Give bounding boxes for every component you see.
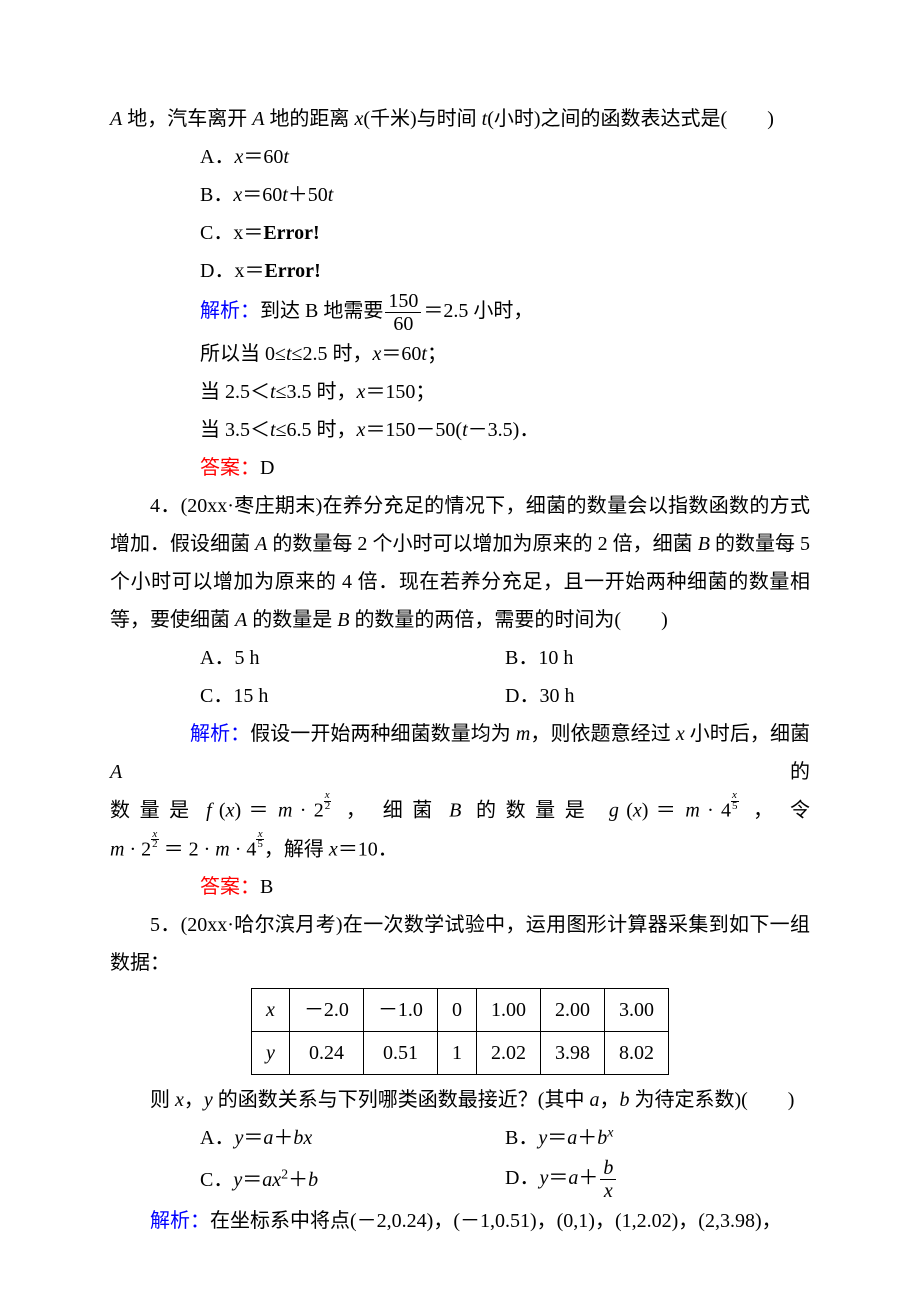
- q5-option-d: D．y＝a＋bx: [505, 1157, 810, 1202]
- q5-data-table: x －2.0 －1.0 0 1.00 2.00 3.00 y 0.24 0.51…: [251, 988, 669, 1075]
- q3-options: A．x＝60t B．x＝60t＋50t C．x＝Error! D．x＝Error…: [110, 138, 810, 487]
- table-cell: 1: [437, 1032, 476, 1075]
- table-cell: 0: [437, 989, 476, 1032]
- q4-option-c: C．15 h: [200, 677, 505, 715]
- q3-stem-continued: A 地，汽车离开 A 地的距离 x(千米)与时间 t(小时)之间的函数表达式是(…: [110, 100, 810, 138]
- q5-option-a: A．y＝a＋bx: [200, 1119, 505, 1157]
- table-cell: 2.02: [476, 1032, 540, 1075]
- q4-answer-block: 答案：B: [110, 868, 810, 906]
- q4-options: A．5 h B．10 h C．15 h D．30 h: [110, 639, 810, 715]
- table-cell: 2.00: [540, 989, 604, 1032]
- table-cell: y: [252, 1032, 290, 1075]
- table-cell: 3.98: [540, 1032, 604, 1075]
- page-content: A 地，汽车离开 A 地的距离 x(千米)与时间 t(小时)之间的函数表达式是(…: [0, 0, 920, 1300]
- q4-answer: 答案：B: [200, 868, 810, 906]
- explanation-label: 解析：: [200, 300, 260, 322]
- table-row: x －2.0 －1.0 0 1.00 2.00 3.00: [252, 989, 669, 1032]
- explanation-label: 解析：: [190, 723, 250, 745]
- explanation-label: 解析：: [150, 1210, 210, 1232]
- q3-explanation-line4: 当 3.5＜t≤6.5 时，x＝150－50(t－3.5)．: [200, 411, 810, 449]
- q5-stem: 5．(20xx·哈尔滨月考)在一次数学试验中，运用图形计算器采集到如下一组数据：: [110, 906, 810, 982]
- q3-explanation-line2: 所以当 0≤t≤2.5 时，x＝60t；: [200, 335, 810, 373]
- q3-explanation-line1: 解析：到达 B 地需要15060＝2.5 小时，: [200, 290, 810, 335]
- table-cell: 3.00: [604, 989, 668, 1032]
- q3-option-a: A．x＝60t: [200, 138, 810, 176]
- q4-explanation-line2: 数 量 是 f (x) ＝ m · 2x2 ， 细 菌 B 的 数 量 是 g …: [110, 791, 810, 830]
- q4-option-a: A．5 h: [200, 639, 505, 677]
- q3-option-d: D．x＝Error!: [200, 252, 810, 290]
- table-cell: －1.0: [363, 989, 437, 1032]
- q5-post-stem: 则 x，y 的函数关系与下列哪类函数最接近？(其中 a，b 为待定系数)( ): [110, 1081, 810, 1119]
- error-text: Error!: [264, 260, 320, 282]
- q3-option-b: B．x＝60t＋50t: [200, 176, 810, 214]
- q3-explanation-line3: 当 2.5＜t≤3.5 时，x＝150；: [200, 373, 810, 411]
- answer-label: 答案：: [200, 457, 260, 479]
- table-cell: 0.51: [363, 1032, 437, 1075]
- q3-answer: 答案：D: [200, 449, 810, 487]
- q3-option-c: C．x＝Error!: [200, 214, 810, 252]
- error-text: Error!: [263, 222, 319, 244]
- q5-options: A．y＝a＋bx B．y＝a＋bx C．y＝ax2＋b D．y＝a＋bx: [110, 1119, 810, 1202]
- q5-option-c: C．y＝ax2＋b: [200, 1161, 505, 1199]
- table-cell: －2.0: [289, 989, 363, 1032]
- table-row: y 0.24 0.51 1 2.02 3.98 8.02: [252, 1032, 669, 1075]
- q4-option-d: D．30 h: [505, 677, 810, 715]
- table-cell: 0.24: [289, 1032, 363, 1075]
- table-cell: 8.02: [604, 1032, 668, 1075]
- q5-option-b: B．y＝a＋bx: [505, 1119, 810, 1157]
- table-cell: 1.00: [476, 989, 540, 1032]
- q4-explanation-line3: m · 2x2 ＝ 2 · m · 4x5，解得 x＝10．: [110, 830, 810, 869]
- q5-explanation: 解析：在坐标系中将点(－2,0.24)，(－1,0.51)，(0,1)，(1,2…: [110, 1202, 810, 1240]
- q4-option-b: B．10 h: [505, 639, 810, 677]
- q4-stem: 4．(20xx·枣庄期末)在养分充足的情况下，细菌的数量会以指数函数的方式增加．…: [110, 487, 810, 639]
- table-cell: x: [252, 989, 290, 1032]
- answer-label: 答案：: [200, 876, 260, 898]
- q4-explanation-line1: 解析：假设一开始两种细菌数量均为 m，则依题意经过 x 小时后，细菌 A 的: [110, 715, 810, 791]
